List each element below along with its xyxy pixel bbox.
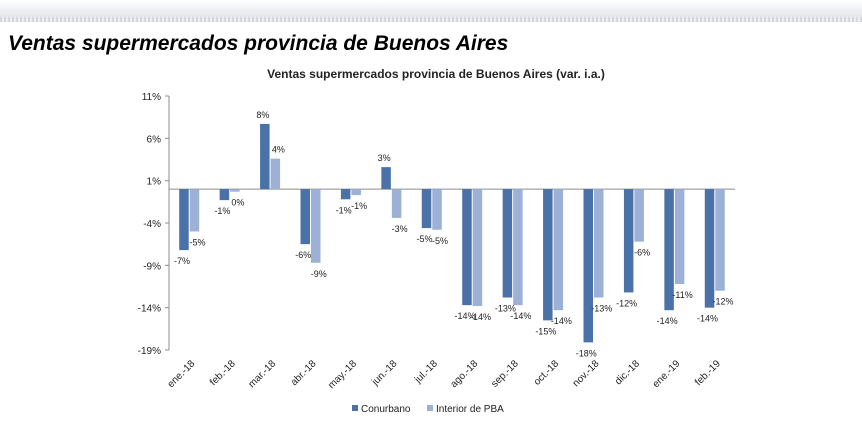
x-category-label: oct.-18 bbox=[532, 358, 562, 388]
data-label: 3% bbox=[378, 153, 391, 163]
bar-interior-pba bbox=[634, 189, 644, 242]
bar-interior-pba bbox=[513, 189, 523, 306]
bar-conurbano bbox=[583, 189, 593, 343]
y-axis: 11% 6% 1% -4% -9% -14% -19% bbox=[138, 92, 170, 357]
y-tick-label: -19% bbox=[138, 346, 161, 357]
bar-interior-pba bbox=[594, 189, 604, 298]
bar-interior-pba bbox=[311, 189, 321, 263]
bars bbox=[179, 123, 725, 343]
data-label: -11% bbox=[672, 290, 692, 300]
bar-conurbano bbox=[462, 189, 472, 306]
data-label: -12% bbox=[616, 298, 637, 308]
bar-conurbano bbox=[543, 189, 553, 321]
data-labels: -7%-1%8%-6%-1%3%-5%-14%-13%-15%-18%-12%-… bbox=[174, 110, 734, 358]
bar-interior-pba bbox=[472, 189, 483, 306]
bar-conurbano bbox=[219, 189, 230, 201]
chart-title: Ventas supermercados provincia de Buenos… bbox=[267, 67, 605, 81]
x-category-label: abr.-18 bbox=[289, 358, 319, 388]
data-label: -14% bbox=[657, 316, 678, 326]
data-label: 0% bbox=[231, 198, 244, 208]
y-tick-label: 6% bbox=[147, 134, 162, 145]
data-label: -18% bbox=[576, 348, 597, 358]
data-label: -7% bbox=[174, 256, 190, 266]
data-label: -14% bbox=[470, 312, 491, 322]
bar-interior-pba bbox=[391, 189, 402, 218]
legend-label: Conurbano bbox=[361, 404, 411, 415]
data-label: -3% bbox=[392, 224, 408, 234]
data-label: -5% bbox=[417, 234, 433, 244]
data-label: -15% bbox=[535, 326, 556, 336]
data-label: -14% bbox=[551, 316, 572, 326]
bar-interior-pba bbox=[674, 189, 685, 284]
data-label: -12% bbox=[713, 297, 734, 307]
data-label: -14% bbox=[510, 311, 531, 321]
bar-conurbano bbox=[704, 189, 715, 308]
y-tick-label: -4% bbox=[143, 219, 161, 230]
bar-conurbano bbox=[664, 189, 674, 311]
bar-conurbano bbox=[623, 189, 634, 293]
legend-swatch bbox=[427, 405, 433, 411]
y-tick-label: 1% bbox=[147, 177, 162, 188]
bar-interior-pba bbox=[189, 189, 200, 232]
data-label: -13% bbox=[591, 304, 612, 314]
bar-conurbano bbox=[179, 189, 189, 251]
x-category-label: may.-18 bbox=[326, 358, 359, 391]
legend-label: Interior de PBA bbox=[436, 404, 504, 415]
x-category-label: ago.-18 bbox=[449, 358, 481, 390]
bar-interior-pba bbox=[270, 158, 281, 190]
bar-conurbano bbox=[340, 189, 351, 200]
bar-interior-pba bbox=[715, 189, 725, 291]
x-axis: ene.-18 feb.-18 mar.-18 abr.-18 may.-18 jun.-… bbox=[166, 188, 735, 391]
data-label: -9% bbox=[311, 269, 327, 279]
data-label: 4% bbox=[272, 145, 285, 155]
x-category-label: feb.-18 bbox=[208, 358, 238, 388]
bar-interior-pba bbox=[230, 189, 240, 192]
x-category-label: feb.-19 bbox=[693, 358, 723, 388]
data-label: -14% bbox=[697, 314, 718, 324]
bar-conurbano bbox=[381, 167, 391, 190]
bar-conurbano bbox=[260, 123, 270, 190]
data-label: -1% bbox=[214, 206, 230, 216]
data-label: -13% bbox=[495, 304, 516, 314]
x-category-label: jul.-18 bbox=[412, 358, 440, 386]
data-label: -14% bbox=[454, 311, 475, 321]
x-category-label: sep.-18 bbox=[489, 358, 521, 390]
bar-interior-pba bbox=[351, 189, 361, 196]
top-banner-band bbox=[0, 0, 862, 22]
data-label: -5% bbox=[432, 236, 448, 246]
legend-swatch bbox=[352, 405, 358, 411]
bar-interior-pba bbox=[553, 189, 564, 311]
y-tick-label: 11% bbox=[142, 92, 161, 103]
bar-conurbano bbox=[421, 189, 432, 229]
x-category-label: nov.-18 bbox=[571, 358, 602, 389]
data-label: -5% bbox=[189, 237, 205, 247]
page-title: Ventas supermercados provincia de Buenos… bbox=[8, 32, 509, 55]
data-label: -6% bbox=[295, 250, 311, 260]
bar-conurbano bbox=[300, 189, 310, 245]
bar-conurbano bbox=[502, 189, 513, 298]
x-category-label: dic.-18 bbox=[613, 358, 642, 387]
data-label: -6% bbox=[634, 248, 650, 258]
x-category-label: ene.-18 bbox=[166, 358, 198, 390]
x-category-label: ene.-19 bbox=[651, 358, 683, 390]
y-tick-label: -9% bbox=[143, 261, 161, 272]
x-category-label: jun.-18 bbox=[369, 358, 399, 388]
data-label: -1% bbox=[351, 201, 367, 211]
data-label: -1% bbox=[336, 205, 352, 215]
legend: Conurbano Interior de PBA bbox=[352, 404, 504, 415]
y-tick-label: -14% bbox=[138, 304, 161, 315]
data-label: 8% bbox=[256, 110, 269, 120]
x-category-label: mar.-18 bbox=[246, 358, 278, 390]
bar-interior-pba bbox=[432, 189, 442, 230]
